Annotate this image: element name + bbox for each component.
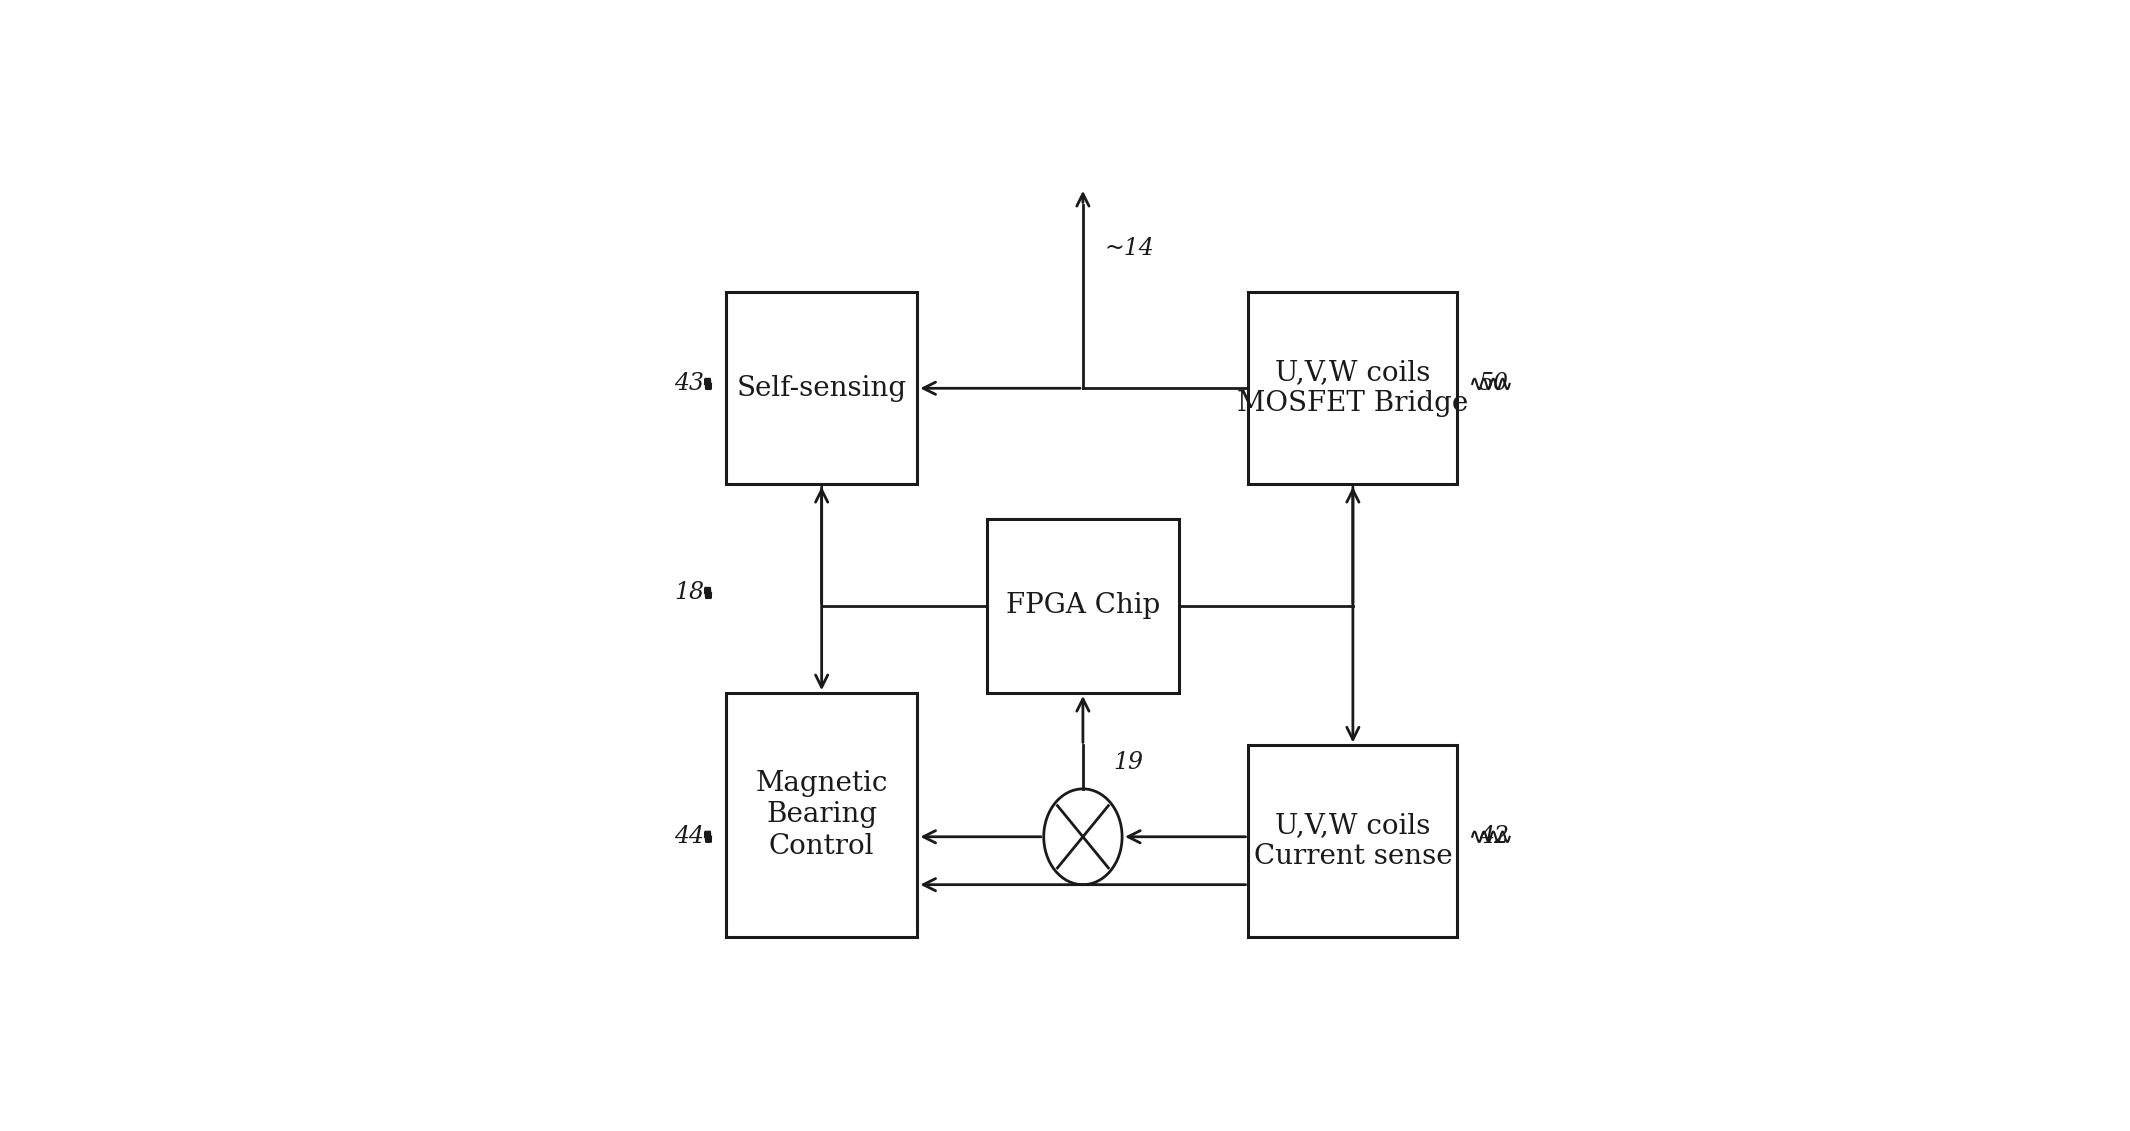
FancyBboxPatch shape [986,519,1178,693]
FancyBboxPatch shape [726,693,918,936]
Text: 18: 18 [675,581,705,604]
Text: U,V,W coils
MOSFET Bridge: U,V,W coils MOSFET Bridge [1238,360,1468,417]
Text: 50: 50 [1478,372,1508,396]
Text: 42: 42 [1478,826,1508,848]
Text: 43: 43 [675,372,705,396]
FancyBboxPatch shape [1248,293,1457,484]
Text: 44: 44 [675,826,705,848]
FancyBboxPatch shape [726,293,918,484]
FancyBboxPatch shape [1248,745,1457,936]
Text: Self-sensing: Self-sensing [737,374,907,402]
Text: ~14: ~14 [1105,238,1154,260]
Text: U,V,W coils
Current sense: U,V,W coils Current sense [1255,812,1453,870]
Text: 19: 19 [1114,751,1144,775]
Text: FPGA Chip: FPGA Chip [1005,593,1161,620]
Text: Magnetic
Bearing
Control: Magnetic Bearing Control [756,770,888,860]
